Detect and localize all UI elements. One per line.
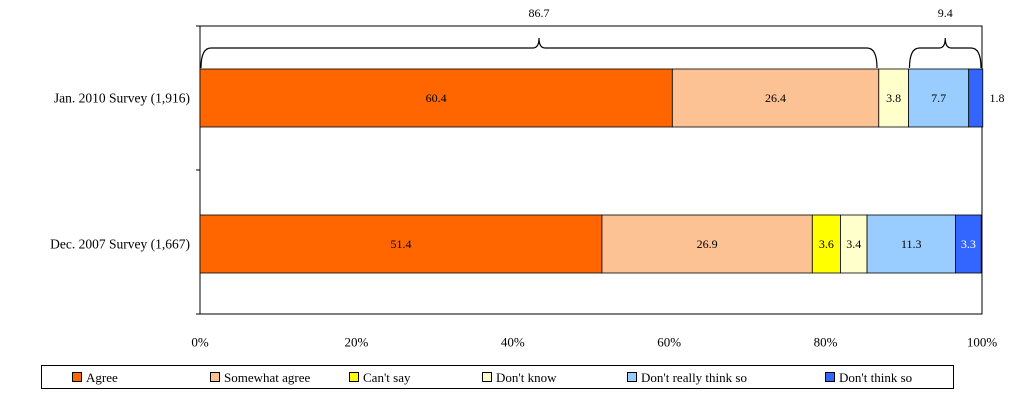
legend-label-dont-know: Don't know <box>496 370 557 385</box>
bar-segment-don-t-really-think-so <box>866 214 956 274</box>
legend-label-cant-say: Can't say <box>363 370 411 385</box>
bar-segment-agree <box>199 68 673 128</box>
bar-segment-don-t-think-so <box>968 68 984 128</box>
bracket <box>200 37 878 69</box>
x-tick-label: 100% <box>967 335 998 350</box>
bar-segment-agree <box>199 214 603 274</box>
bar-segment-don-t-really-think-so <box>908 68 970 128</box>
x-tick-label: 80% <box>814 335 838 350</box>
bracket-label: 86.7 <box>528 6 549 20</box>
x-tick-label: 20% <box>344 335 368 350</box>
data-label: 3.3 <box>961 237 976 251</box>
legend-item-dont-know: Don't know <box>482 370 556 386</box>
data-label: 11.3 <box>901 237 922 251</box>
legend: Agree Somewhat agree Can't say Don't kno… <box>41 365 954 389</box>
category-label: Jan. 2010 Survey (1,916) <box>54 91 190 106</box>
data-label: 26.9 <box>697 237 718 251</box>
data-label: 3.4 <box>846 237 861 251</box>
legend-swatch-agree <box>72 372 82 382</box>
legend-item-dont-really-think-so: Don't really think so <box>627 370 747 386</box>
bracket <box>908 37 982 69</box>
legend-item-dont-think-so: Don't think so <box>825 370 912 386</box>
legend-swatch-dont-know <box>482 372 492 382</box>
legend-label-dont-think-so: Don't think so <box>839 370 913 385</box>
data-label: 26.4 <box>765 91 786 105</box>
data-label: 3.8 <box>886 91 901 105</box>
legend-swatch-somewhat-agree <box>210 372 220 382</box>
legend-item-agree: Agree <box>72 370 118 386</box>
bar-segment-somewhat-agree <box>671 68 880 128</box>
data-label: 7.7 <box>931 91 946 105</box>
bar-segment-don-t-know <box>840 214 868 274</box>
legend-label-dont-really-think-so: Don't really think so <box>641 370 747 385</box>
x-tick-label: 0% <box>191 335 209 350</box>
data-label: 51.4 <box>390 237 411 251</box>
bracket-label: 9.4 <box>938 6 953 20</box>
legend-item-somewhat-agree: Somewhat agree <box>210 370 310 386</box>
data-label: 1.8 <box>990 91 1005 105</box>
data-label: 3.6 <box>819 237 834 251</box>
legend-swatch-cant-say <box>349 372 359 382</box>
legend-item-cant-say: Can't say <box>349 370 410 386</box>
legend-label-somewhat-agree: Somewhat agree <box>224 370 311 385</box>
category-label: Dec. 2007 Survey (1,667) <box>50 237 190 252</box>
bar-segment-can-t-say <box>811 214 841 274</box>
x-tick-label: 60% <box>657 335 681 350</box>
legend-swatch-dont-really-think-so <box>627 372 637 382</box>
legend-swatch-dont-think-so <box>825 372 835 382</box>
bar-segment-somewhat-agree <box>601 214 813 274</box>
bar-segment-don-t-think-so <box>955 214 982 274</box>
data-label: 60.4 <box>426 91 447 105</box>
x-tick-label: 40% <box>501 335 525 350</box>
legend-label-agree: Agree <box>86 370 118 385</box>
